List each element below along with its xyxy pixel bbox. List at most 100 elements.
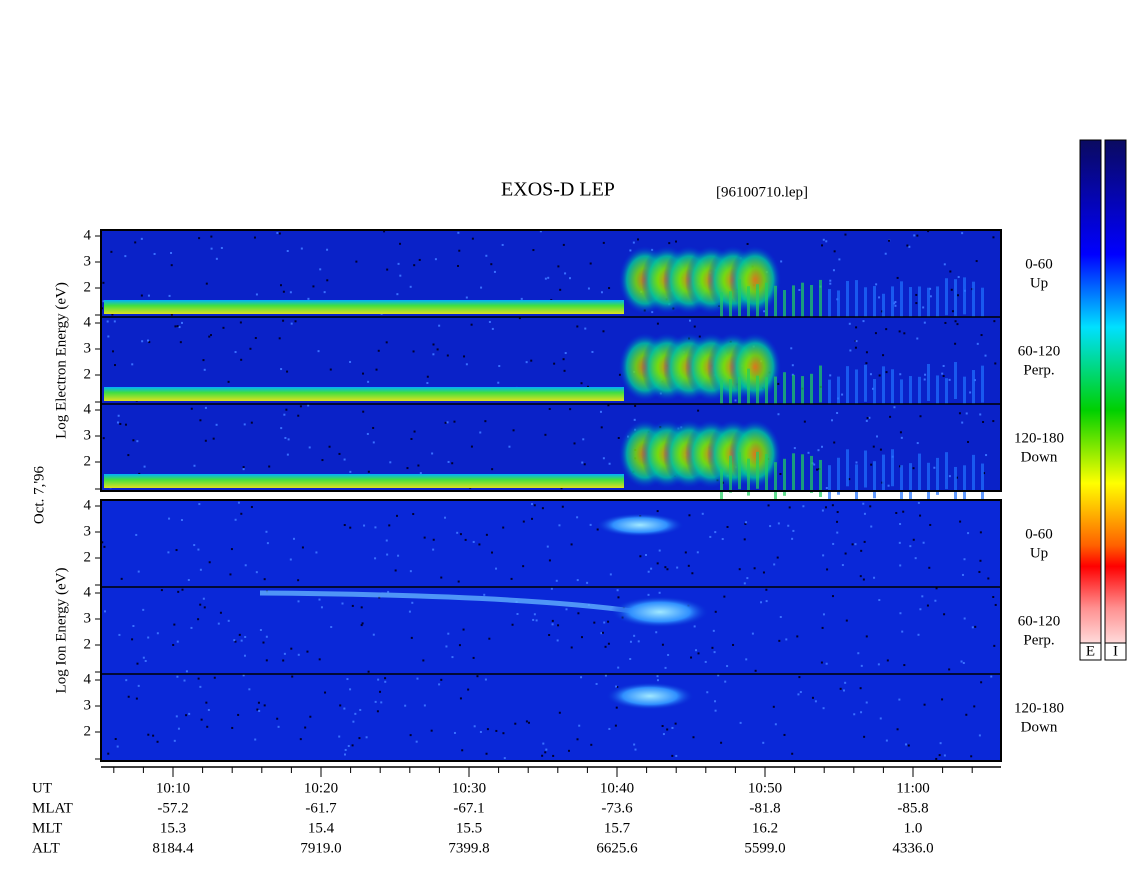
speckle	[965, 713, 968, 716]
speckle	[511, 623, 514, 626]
speckle	[541, 754, 544, 757]
speckle	[916, 337, 919, 340]
speckle	[668, 242, 671, 245]
speckle	[134, 241, 137, 244]
speckle	[352, 720, 355, 723]
speckle	[215, 423, 218, 426]
direction-label: Up	[1030, 275, 1048, 291]
speckle	[915, 293, 918, 296]
speckle	[862, 502, 865, 505]
speckle	[193, 544, 196, 547]
speckle	[822, 554, 825, 557]
speckle	[675, 240, 678, 243]
electron-streak	[837, 376, 840, 414]
speckle	[359, 708, 362, 711]
speckle	[944, 321, 947, 324]
speckle	[328, 445, 331, 448]
speckle	[780, 260, 783, 263]
speckle	[726, 665, 729, 668]
speckle	[244, 564, 247, 567]
speckle	[531, 503, 534, 506]
electron-streak	[864, 287, 867, 325]
speckle	[604, 645, 607, 648]
ephemeris-label: ALT	[32, 840, 60, 856]
electron-streak	[747, 286, 750, 324]
electron-streak	[927, 287, 930, 325]
ephemeris-value: 10:40	[600, 780, 634, 796]
speckle	[662, 733, 665, 736]
electron-streak	[819, 459, 822, 497]
speckle	[879, 448, 882, 451]
electron-streak	[819, 365, 822, 403]
speckle	[922, 541, 925, 544]
speckle	[687, 564, 690, 567]
speckle	[822, 707, 825, 710]
speckle	[485, 533, 488, 536]
speckle	[279, 284, 282, 287]
speckle	[329, 368, 332, 371]
speckle	[239, 321, 242, 324]
speckle	[548, 408, 551, 411]
speckle	[493, 270, 496, 273]
speckle	[691, 572, 694, 575]
speckle	[142, 656, 145, 659]
speckle	[432, 538, 435, 541]
speckle	[209, 334, 212, 337]
speckle	[589, 262, 592, 265]
ion-burst	[595, 513, 685, 537]
speckle	[276, 717, 279, 720]
speckle	[347, 744, 350, 747]
electron-streak	[981, 463, 984, 501]
speckle	[462, 628, 465, 631]
speckle	[207, 708, 210, 711]
speckle	[351, 604, 354, 607]
electron-streak	[882, 454, 885, 492]
speckle	[178, 326, 181, 329]
speckle	[244, 635, 247, 638]
speckle	[417, 464, 420, 467]
speckle	[879, 717, 882, 720]
speckle	[887, 484, 890, 487]
speckle	[693, 625, 696, 628]
speckle	[114, 738, 117, 741]
speckle	[898, 541, 901, 544]
speckle	[868, 416, 871, 419]
speckle	[899, 523, 902, 526]
speckle	[525, 720, 528, 723]
speckle	[231, 726, 234, 729]
electron-streak	[855, 464, 858, 502]
electron-streak	[981, 365, 984, 403]
speckle	[237, 501, 240, 504]
speckle	[106, 320, 109, 323]
speckle	[971, 626, 974, 629]
speckle	[739, 721, 742, 724]
speckle	[821, 626, 824, 629]
speckle	[374, 700, 377, 703]
speckle	[842, 689, 845, 692]
speckle	[865, 362, 868, 365]
electron-streak	[756, 375, 759, 413]
speckle	[457, 264, 460, 267]
electron-burst	[729, 420, 781, 488]
speckle	[919, 415, 922, 418]
color-bar	[1079, 139, 1102, 661]
speckle	[957, 276, 960, 279]
title: EXOS-D LEP	[501, 179, 615, 201]
speckle	[545, 748, 548, 751]
speckle	[276, 231, 279, 234]
electron-streak	[720, 468, 723, 506]
speckle	[928, 566, 931, 569]
ion-burst	[610, 596, 710, 628]
speckle	[503, 757, 506, 760]
speckle	[258, 709, 261, 712]
speckle	[544, 433, 547, 436]
speckle	[589, 523, 592, 526]
speckle	[706, 691, 709, 694]
speckle	[113, 320, 116, 323]
speckle	[326, 279, 329, 282]
speckle	[289, 558, 292, 561]
speckle	[637, 640, 640, 643]
y-tick-label: 3	[84, 523, 92, 539]
y-tick-label: 2	[84, 279, 92, 295]
electron-streak	[729, 291, 732, 329]
